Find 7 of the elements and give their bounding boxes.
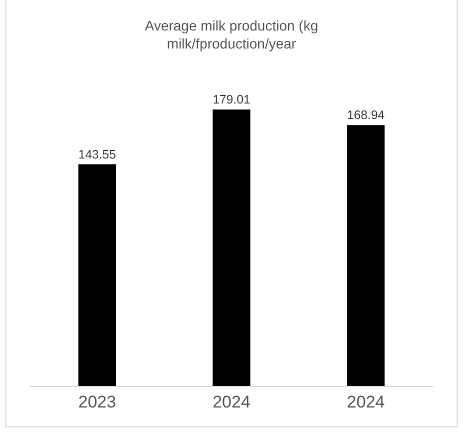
x-tick-label: 2024 bbox=[212, 392, 250, 412]
data-label: 179.01 bbox=[212, 92, 250, 107]
x-tick-label: 2023 bbox=[78, 392, 116, 412]
data-label: 143.55 bbox=[78, 147, 116, 162]
data-label: 168.94 bbox=[347, 108, 385, 122]
chart-title: Average milk production (kg milk/fproduction/year bbox=[144, 18, 318, 52]
x-tick-label: 2024 bbox=[346, 392, 385, 412]
